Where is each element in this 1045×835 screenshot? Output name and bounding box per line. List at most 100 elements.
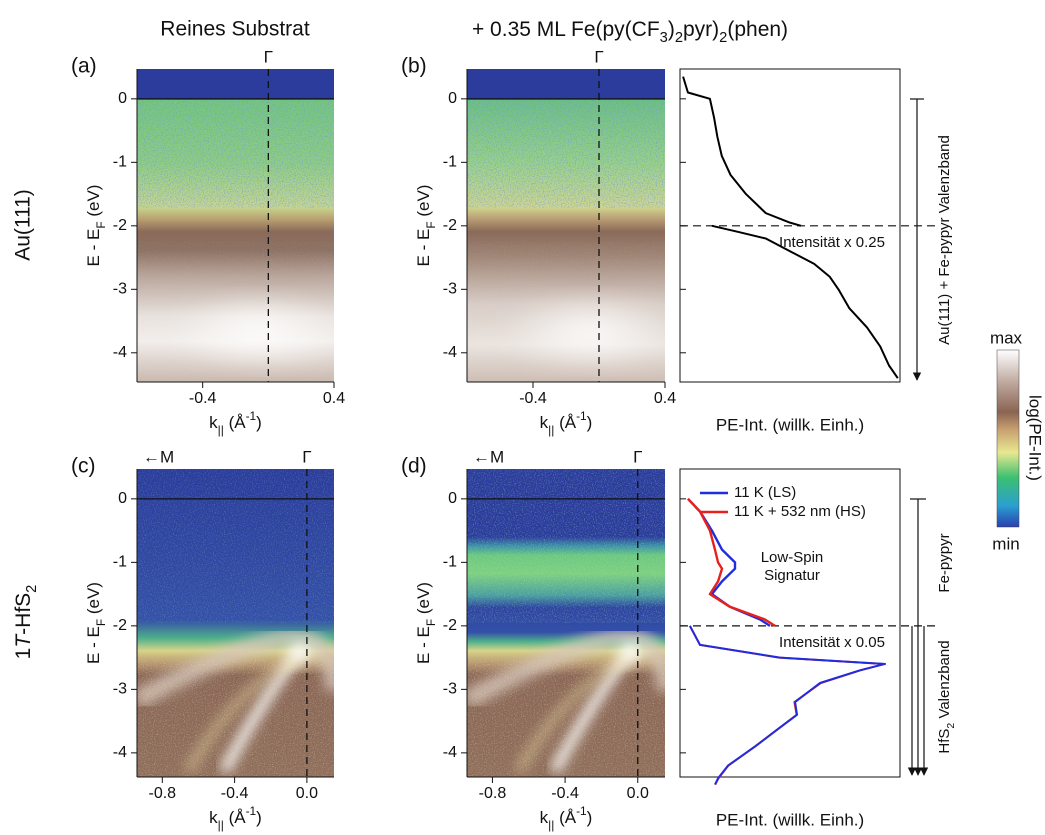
gamma-label: Γ bbox=[264, 47, 273, 66]
text-part: || bbox=[548, 423, 554, 437]
y-tick-label: 0 bbox=[448, 490, 457, 507]
text-part: k bbox=[540, 413, 549, 432]
x-tick-label: 0.4 bbox=[323, 390, 345, 407]
annotation: Low-Spin bbox=[761, 549, 824, 566]
text-part: ) bbox=[256, 808, 262, 827]
y-tick-label: -1 bbox=[443, 554, 457, 571]
noise bbox=[467, 659, 665, 777]
text-part: HfS bbox=[936, 729, 953, 754]
text-part: ) bbox=[256, 413, 262, 432]
text-part: F bbox=[94, 619, 108, 626]
spectrum bbox=[687, 498, 776, 627]
gamma-label: Γ bbox=[594, 47, 603, 66]
y-axis-label: E - EF (eV) bbox=[84, 582, 108, 664]
x-axis-label: PE-Int. (willk. Einh.) bbox=[716, 415, 864, 434]
colorbar-max: max bbox=[990, 328, 1023, 347]
panel-label: (b) bbox=[401, 55, 427, 78]
noise bbox=[467, 100, 665, 208]
text-part: E - E bbox=[84, 229, 103, 267]
text-part: -1 bbox=[246, 409, 257, 423]
column-title: Reines Substrat bbox=[160, 18, 310, 41]
scale-note: Intensität x 0.05 bbox=[779, 634, 885, 651]
x-tick-label: -0.8 bbox=[149, 785, 177, 802]
text-part: F bbox=[424, 619, 438, 626]
y-tick-label: -3 bbox=[443, 681, 457, 698]
text-part: (Å bbox=[224, 413, 246, 432]
image-layers bbox=[137, 69, 334, 382]
y-tick-label: -3 bbox=[113, 281, 127, 298]
text-part: F bbox=[424, 221, 438, 228]
text-part: T bbox=[12, 633, 35, 648]
gamma-label: Γ bbox=[633, 447, 642, 466]
arpes-image bbox=[137, 469, 334, 777]
noise bbox=[137, 100, 334, 208]
gamma-label: Γ bbox=[302, 447, 311, 466]
text-part: ) bbox=[668, 18, 675, 41]
text-part: (eV) bbox=[84, 582, 103, 619]
y-tick-label: -4 bbox=[113, 344, 127, 361]
y-tick-label: 0 bbox=[118, 90, 127, 107]
y-tick-label: -4 bbox=[443, 344, 457, 361]
y-tick-label: -1 bbox=[113, 554, 127, 571]
text-part: (eV) bbox=[414, 582, 433, 619]
text-part: || bbox=[218, 423, 224, 437]
arpes-image bbox=[467, 469, 665, 777]
text-part: 1 bbox=[12, 648, 35, 660]
x-tick-label: -0.4 bbox=[519, 390, 547, 407]
y-tick-label: -4 bbox=[113, 744, 127, 761]
noise bbox=[467, 241, 665, 382]
y-tick-label: -2 bbox=[443, 617, 457, 634]
y-axis-label: E - EF (eV) bbox=[414, 185, 438, 267]
legend-label: 11 K (LS) bbox=[734, 484, 796, 501]
row-label: 1T-HfS2 bbox=[12, 585, 40, 660]
text-part: pyr) bbox=[683, 18, 719, 41]
text-part: 2 bbox=[719, 30, 727, 46]
plot-frame bbox=[679, 468, 901, 778]
text-part: F bbox=[94, 221, 108, 228]
y-tick-label: -2 bbox=[113, 217, 127, 234]
m-label: ←M bbox=[143, 447, 174, 466]
legend-label: 11 K + 532 nm (HS) bbox=[734, 503, 866, 520]
spectrum bbox=[711, 224, 899, 379]
m-label: ←M bbox=[473, 447, 504, 466]
y-tick-label: 0 bbox=[448, 90, 457, 107]
x-tick-label: -0.4 bbox=[189, 390, 217, 407]
noise bbox=[467, 469, 665, 623]
noise bbox=[137, 659, 334, 777]
text-part: || bbox=[218, 818, 224, 832]
x-axis-label: k|| (Å-1) bbox=[209, 409, 262, 437]
y-axis-label: E - EF (eV) bbox=[414, 582, 438, 664]
text-part: ) bbox=[587, 413, 593, 432]
image-layers bbox=[467, 469, 665, 777]
text-part: + 0.35 ML Fe(py(CF bbox=[472, 18, 660, 41]
colorbar-min: min bbox=[992, 534, 1019, 553]
text-part: k bbox=[209, 808, 218, 827]
x-tick-label: 0.0 bbox=[627, 785, 649, 802]
text-part: k bbox=[209, 413, 218, 432]
text-part: || bbox=[548, 818, 554, 832]
text-part: 3 bbox=[660, 30, 668, 46]
y-tick-label: -3 bbox=[443, 281, 457, 298]
text-part: ) bbox=[587, 808, 593, 827]
noise bbox=[137, 469, 334, 623]
text-part: 2 bbox=[945, 723, 957, 729]
panel-label: (a) bbox=[71, 55, 97, 78]
scale-note: Intensität x 0.25 bbox=[779, 234, 885, 251]
text-part: -1 bbox=[246, 804, 257, 818]
panel-label: (c) bbox=[71, 455, 96, 478]
side-label: HfS2 Valenzband bbox=[936, 640, 957, 753]
y-tick-label: -3 bbox=[113, 681, 127, 698]
arpes-image bbox=[467, 69, 665, 382]
text-part: E - E bbox=[414, 626, 433, 664]
row-label: Au(111) bbox=[12, 189, 35, 261]
text-part: (eV) bbox=[84, 185, 103, 222]
y-tick-label: -2 bbox=[443, 217, 457, 234]
colorbar bbox=[996, 349, 1020, 528]
y-axis-label: E - EF (eV) bbox=[84, 185, 108, 267]
column-title: + 0.35 ML Fe(py(CF3)2pyr)2(phen) bbox=[472, 18, 788, 46]
text-part: E - E bbox=[84, 626, 103, 664]
text-part: (Å bbox=[554, 808, 576, 827]
side-label: Au(111) + Fe-pypyr Valenzband bbox=[936, 135, 953, 345]
text-part: -1 bbox=[576, 409, 587, 423]
